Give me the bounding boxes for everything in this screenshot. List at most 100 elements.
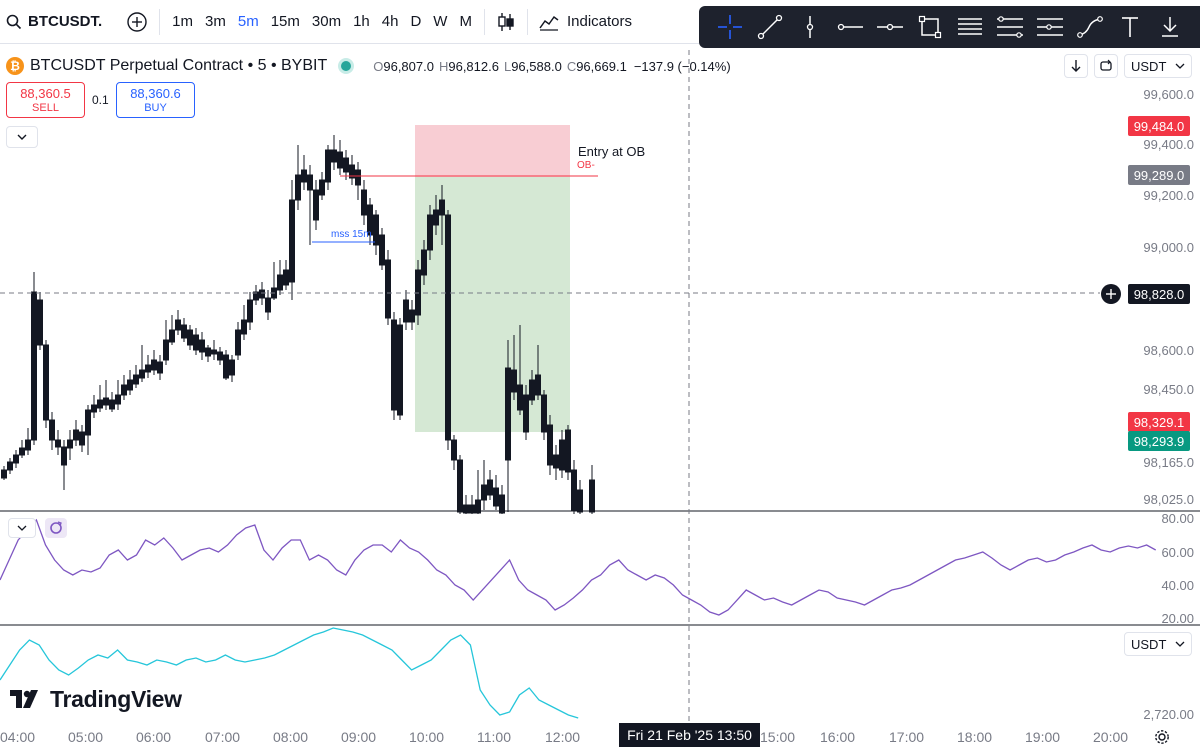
candles-icon — [498, 12, 514, 31]
compare-symbol-button[interactable] — [121, 6, 153, 38]
candle-body — [379, 234, 385, 266]
arrow-down-icon — [1071, 60, 1081, 72]
candle-body — [331, 149, 337, 163]
toolbar-separator — [526, 8, 528, 35]
tradingview-logo[interactable]: TradingView — [10, 686, 182, 713]
candle-body — [97, 399, 103, 409]
entry-annotation[interactable]: Entry at OB — [578, 144, 646, 159]
buy-button[interactable]: 88,360.6 BUY — [116, 82, 195, 118]
stop-loss-zone — [415, 125, 570, 177]
candle-body — [127, 379, 133, 391]
horizontal-ray-tool[interactable] — [833, 10, 867, 44]
interval-m[interactable]: M — [459, 13, 472, 30]
market-open-icon — [341, 61, 352, 71]
interval-5m[interactable]: 5m — [237, 13, 259, 30]
candle-body — [187, 329, 193, 346]
interval-15m[interactable]: 15m — [270, 13, 300, 30]
mss-annotation[interactable]: mss 15m — [331, 229, 372, 240]
candle-body — [487, 479, 493, 496]
symbol-search-button[interactable]: BTCUSDT. — [0, 6, 107, 38]
interval-1m[interactable]: 1m — [172, 13, 194, 30]
chevron-down-icon — [1175, 63, 1185, 69]
projection-tool[interactable] — [1033, 10, 1067, 44]
download-chart-button[interactable] — [1064, 54, 1088, 78]
open-key: O — [373, 58, 384, 74]
main-chart[interactable] — [0, 44, 1200, 724]
lower-currency-select[interactable]: USDT — [1124, 632, 1192, 656]
pitchfork-tool[interactable] — [993, 10, 1027, 44]
fib-tool[interactable] — [953, 10, 987, 44]
candle-body — [67, 439, 73, 449]
interval-d[interactable]: D — [410, 13, 422, 30]
candle-body — [73, 429, 79, 441]
candle-body — [421, 249, 427, 276]
rsi-collapse-button[interactable] — [8, 518, 36, 538]
trendline-tool[interactable] — [753, 10, 787, 44]
candle-body — [469, 504, 475, 514]
time-axis-label: 16:00 — [820, 729, 856, 745]
candle-body — [451, 439, 457, 461]
collapse-legend-button[interactable] — [6, 126, 38, 148]
rectangle-tool[interactable] — [913, 10, 947, 44]
candle-body — [577, 489, 583, 513]
candle-body — [403, 299, 409, 323]
candle-body — [445, 214, 451, 441]
interval-1h[interactable]: 1h — [353, 13, 370, 30]
high-value: 96,812.6 — [448, 58, 499, 74]
time-axis-label: 18:00 — [957, 729, 993, 745]
interval-w[interactable]: W — [433, 13, 448, 30]
candle-body — [283, 269, 289, 286]
candle-body — [157, 361, 163, 374]
add-icon — [127, 11, 147, 32]
vertical-line-tool[interactable] — [793, 10, 827, 44]
candle-body — [565, 429, 571, 473]
tradingview-wordmark: TradingView — [50, 686, 182, 712]
time-axis-label: 07:00 — [205, 729, 241, 745]
sell-button[interactable]: 88,360.5 SELL — [6, 82, 85, 118]
crosshair-tool[interactable] — [713, 10, 747, 44]
price-axis-label: 99,400.0 — [1143, 137, 1194, 152]
candle-body — [397, 324, 403, 416]
candle-body — [289, 199, 295, 283]
candle-body — [235, 329, 241, 356]
text-tool[interactable] — [1113, 10, 1147, 44]
candle-body — [499, 494, 505, 514]
symbol-name: BTCUSDT. — [28, 13, 103, 30]
candle-body — [433, 209, 439, 226]
time-axis-label: 08:00 — [273, 729, 309, 745]
time-axis-label: 19:00 — [1025, 729, 1061, 745]
currency-select[interactable]: USDT — [1124, 54, 1192, 78]
ob-annotation[interactable]: OB- — [577, 160, 595, 171]
candle-body — [229, 359, 235, 376]
candle-body — [169, 329, 175, 343]
add-alert-button[interactable] — [1101, 284, 1121, 304]
legend-title[interactable]: BTCUSDT Perpetual Contract • 5 • BYBIT — [30, 57, 328, 74]
refresh-button[interactable] — [1094, 54, 1118, 78]
rsi-indicator-icon[interactable] — [45, 518, 67, 538]
sell-price: 88,360.5 — [20, 86, 71, 101]
download-tool[interactable] — [1153, 10, 1187, 44]
interval-30m[interactable]: 30m — [311, 13, 342, 30]
stop-price-tag: 99,484.0 — [1128, 116, 1190, 136]
settings-icon — [1155, 730, 1169, 744]
chart-type-button[interactable] — [491, 6, 521, 38]
candle-body — [541, 394, 547, 433]
interval-3m[interactable]: 3m — [205, 13, 226, 30]
path-tool[interactable] — [1073, 10, 1107, 44]
chevron-down-icon — [17, 134, 27, 140]
indicators-button[interactable]: Indicators — [534, 6, 637, 38]
price-axis-label: 98,450.0 — [1143, 382, 1194, 397]
candle-body — [361, 189, 367, 216]
settings-button[interactable] — [1152, 727, 1172, 747]
price-axis-label: 98,025.0 — [1143, 492, 1194, 507]
candle-body — [61, 446, 67, 466]
candle-body — [409, 309, 415, 323]
fib-icon — [958, 18, 982, 35]
close-value: 96,669.1 — [576, 58, 627, 74]
candle-body — [13, 454, 19, 464]
interval-4h[interactable]: 4h — [381, 13, 399, 30]
candle-body — [217, 351, 223, 361]
horizontal-line-tool[interactable] — [873, 10, 907, 44]
spread-value: 0.1 — [92, 93, 109, 107]
candle-body — [385, 259, 391, 319]
